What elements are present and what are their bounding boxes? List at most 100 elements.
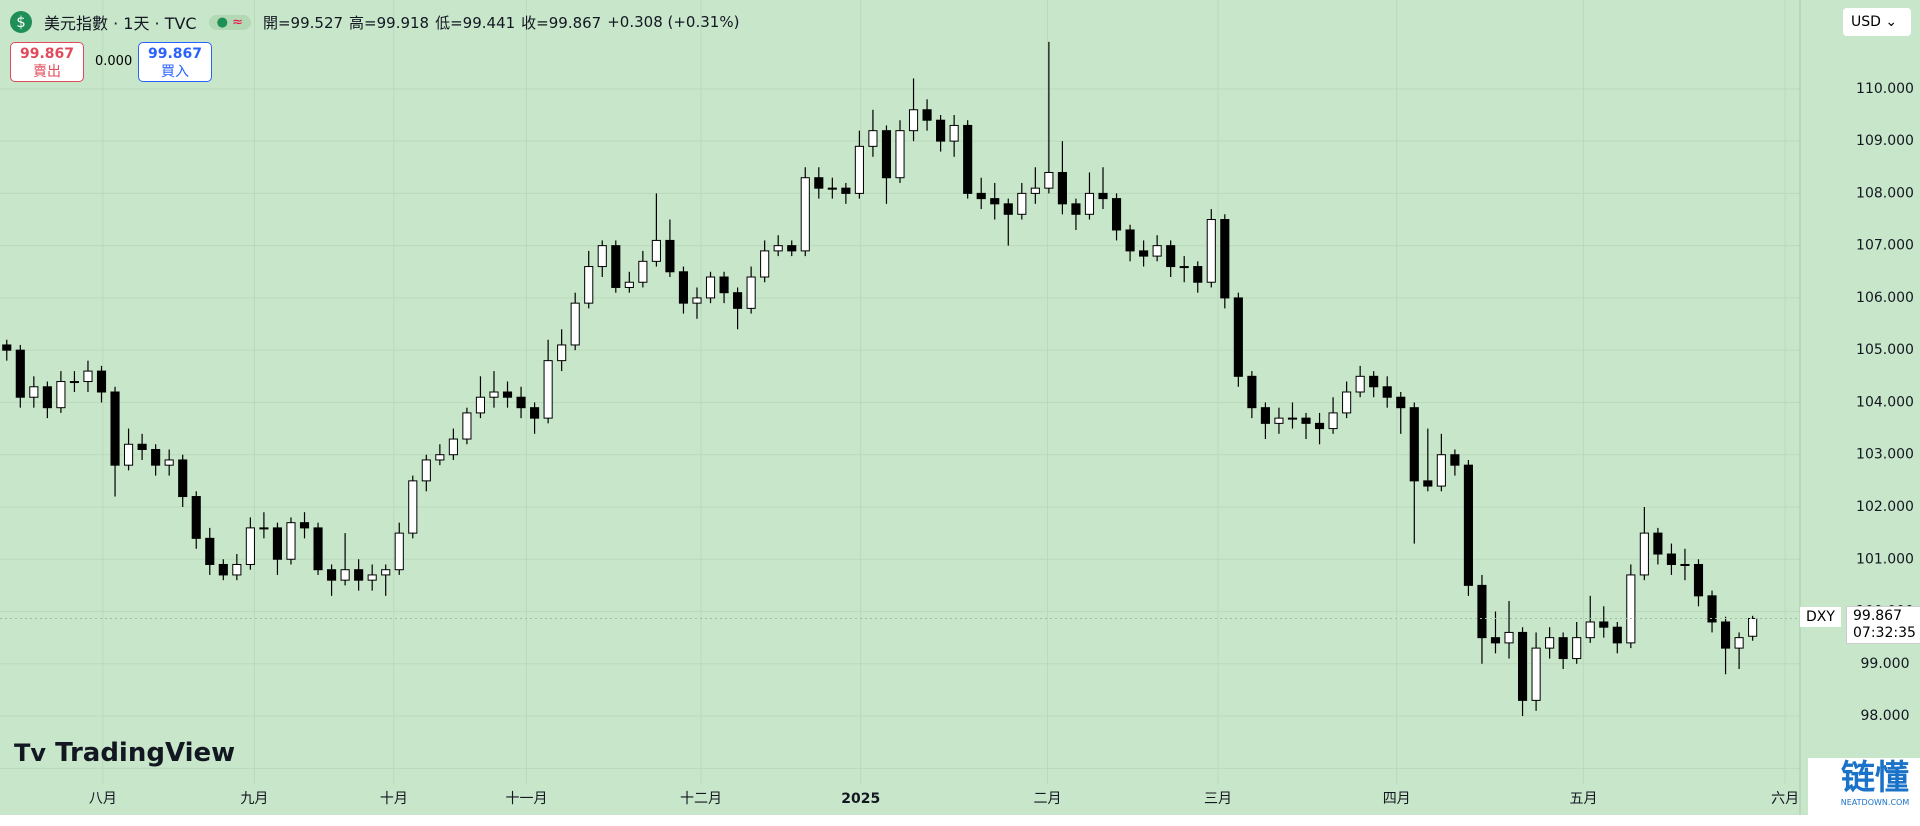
candle-body bbox=[611, 245, 621, 288]
candle-body bbox=[1057, 171, 1067, 205]
buy-price: 99.867 bbox=[147, 46, 203, 62]
candle-body bbox=[1287, 417, 1298, 420]
candle-body bbox=[218, 563, 228, 576]
candle-body bbox=[408, 480, 418, 534]
candle-body bbox=[475, 396, 486, 414]
candle-body bbox=[976, 192, 986, 200]
x-tick-label: 十一月 bbox=[505, 791, 547, 807]
candle-body bbox=[1166, 245, 1176, 268]
candle-body bbox=[516, 396, 526, 409]
candle-body bbox=[1436, 454, 1446, 487]
candle-body bbox=[665, 239, 675, 273]
candle-body bbox=[1734, 637, 1744, 649]
candle-body bbox=[1314, 422, 1325, 430]
candle-body bbox=[1017, 192, 1027, 215]
candle-body bbox=[705, 276, 716, 299]
y-tick-label: 107.000 bbox=[1856, 238, 1914, 254]
currency: USD bbox=[1851, 14, 1881, 30]
candle-body bbox=[787, 245, 797, 252]
candle-body bbox=[624, 281, 634, 288]
symbol[interactable]: 美元指數 · 1天 · TVC bbox=[44, 14, 197, 33]
candle-body bbox=[1599, 621, 1609, 628]
x-tick-label: 四月 bbox=[1383, 791, 1411, 807]
candle-body bbox=[191, 496, 201, 539]
candle-body bbox=[367, 574, 377, 581]
candle-body bbox=[1666, 553, 1676, 565]
candle-body bbox=[1748, 617, 1758, 637]
candle-body bbox=[1328, 412, 1338, 430]
header: $ 美元指數 · 1天 · TVC ● ≈ 開=99.527 高=99.918 … bbox=[10, 10, 739, 34]
candle-body bbox=[1423, 480, 1433, 487]
candle-body bbox=[394, 532, 404, 571]
y-tick-label: 98.000 bbox=[1861, 708, 1910, 724]
candle-body bbox=[719, 276, 729, 294]
candle-body bbox=[597, 245, 607, 268]
x-tick-label: 十二月 bbox=[680, 791, 722, 807]
candle-body bbox=[773, 245, 783, 252]
candle-body bbox=[42, 386, 52, 409]
candle-body bbox=[313, 527, 323, 571]
watermark-title: 链懂 bbox=[1841, 758, 1909, 798]
candle-body bbox=[1044, 171, 1054, 189]
candle-body bbox=[570, 302, 580, 346]
candle-body bbox=[841, 187, 851, 194]
candle-body bbox=[15, 349, 25, 398]
spread: 0.000 bbox=[95, 54, 133, 69]
candle-body bbox=[286, 522, 296, 560]
watermark: 链懂 NEATDOWN.COM bbox=[1808, 758, 1920, 826]
low: 低=99.441 bbox=[435, 13, 516, 32]
x-tick-label: 九月 bbox=[240, 791, 268, 807]
candle-body bbox=[1477, 584, 1487, 639]
x-tick-label: 八月 bbox=[89, 791, 117, 807]
candle-body bbox=[1612, 626, 1622, 644]
candle-body bbox=[1003, 203, 1013, 215]
candle-body bbox=[963, 124, 973, 194]
candle-body bbox=[340, 569, 350, 581]
candle-body bbox=[178, 459, 188, 498]
candle-body bbox=[489, 391, 499, 398]
candle-body bbox=[678, 271, 689, 304]
candle-body bbox=[421, 459, 431, 482]
candle-body bbox=[1179, 266, 1189, 269]
candle-body bbox=[435, 454, 445, 461]
candle-body bbox=[1274, 417, 1284, 424]
candle-body bbox=[1707, 595, 1717, 623]
candle-body bbox=[205, 537, 215, 565]
candle-body bbox=[895, 130, 905, 179]
candle-body bbox=[800, 177, 810, 252]
candle-body bbox=[1233, 297, 1243, 377]
candle-body bbox=[881, 130, 892, 179]
candle-body bbox=[381, 569, 391, 576]
candle-body bbox=[814, 177, 824, 189]
candle-body bbox=[638, 260, 648, 283]
y-tick-label: 104.000 bbox=[1856, 394, 1914, 410]
sell-button[interactable]: 99.867 賣出 bbox=[10, 42, 84, 82]
candle-body bbox=[1693, 563, 1704, 597]
candle-body bbox=[83, 370, 93, 383]
x-tick-label: 十月 bbox=[380, 791, 408, 807]
candle-body bbox=[299, 522, 310, 529]
symbol-icon: $ bbox=[10, 11, 32, 33]
candle-body bbox=[1220, 219, 1230, 299]
y-tick-label: 110.000 bbox=[1856, 81, 1914, 97]
close: 收=99.867 bbox=[521, 13, 602, 32]
candle-body bbox=[990, 198, 1000, 205]
candle-body bbox=[746, 276, 756, 309]
candle-body bbox=[936, 119, 946, 142]
buy-button[interactable]: 99.867 買入 bbox=[138, 42, 212, 82]
candle-body bbox=[1301, 417, 1311, 424]
candle-body bbox=[69, 381, 79, 384]
candle-body bbox=[137, 443, 147, 450]
candle-body bbox=[530, 407, 540, 419]
candle-body bbox=[1206, 219, 1216, 283]
currency-select[interactable]: USD ⌄ bbox=[1843, 8, 1911, 36]
candle-body bbox=[354, 569, 364, 581]
price-tag-price: 99.867 bbox=[1853, 608, 1902, 624]
sell-label: 賣出 bbox=[33, 64, 61, 80]
candle-body bbox=[854, 145, 864, 194]
open: 開=99.527 bbox=[262, 13, 344, 32]
candle-body bbox=[1585, 621, 1595, 639]
x-tick-label: 六月 bbox=[1771, 791, 1799, 807]
